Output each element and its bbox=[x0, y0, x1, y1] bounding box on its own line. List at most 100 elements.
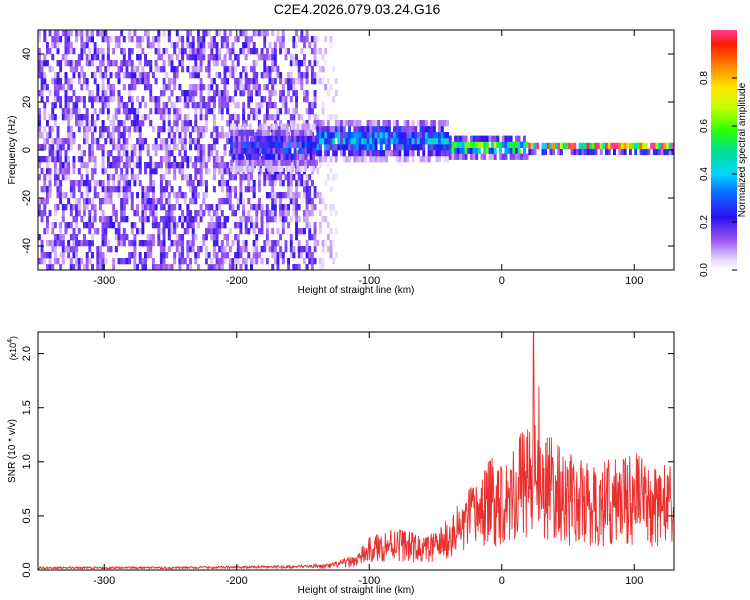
spectrogram-cell bbox=[64, 246, 68, 253]
spectrogram-cell bbox=[281, 84, 285, 91]
spectrogram-cell bbox=[130, 156, 134, 163]
spectrogram-cell bbox=[96, 138, 100, 145]
spectrogram-cell bbox=[104, 222, 108, 229]
spectrogram-cell bbox=[459, 135, 463, 142]
spectrogram-cell bbox=[326, 162, 330, 169]
spectrogram-cell bbox=[326, 174, 330, 181]
spectrogram-cell bbox=[292, 78, 296, 85]
spectrogram-cell bbox=[427, 138, 431, 145]
spectrogram-cell bbox=[218, 216, 222, 223]
spectrogram-cell bbox=[265, 114, 269, 121]
spectrogram-cell bbox=[321, 150, 325, 157]
spectrogram-cell bbox=[310, 180, 314, 187]
spectrogram-cell bbox=[83, 210, 86, 217]
spectrogram-cell bbox=[88, 144, 92, 151]
spectrogram-cell bbox=[96, 84, 100, 91]
spectrogram-cell bbox=[287, 186, 290, 193]
spectrogram-cell bbox=[46, 216, 49, 223]
spectrogram-cell bbox=[304, 159, 308, 166]
spectrogram-cell bbox=[303, 216, 306, 223]
spectrogram-cell bbox=[232, 123, 236, 130]
spectrogram-cell bbox=[220, 102, 224, 109]
spectrogram-cell bbox=[199, 126, 203, 133]
spectrogram-cell bbox=[305, 204, 309, 211]
spectrogram-cell bbox=[292, 264, 296, 271]
spectrogram-cell bbox=[374, 150, 378, 157]
spectrogram-cell bbox=[120, 144, 124, 151]
spectrogram-cell bbox=[239, 72, 243, 79]
spectrogram-cell bbox=[186, 120, 190, 127]
spectrogram-cell bbox=[53, 120, 57, 127]
spectrogram-cell bbox=[403, 138, 407, 145]
spectrogram-cell bbox=[75, 60, 79, 67]
spectrogram-x-tick-label: 100 bbox=[625, 275, 643, 287]
spectrogram-cell bbox=[451, 147, 455, 154]
spectrogram-cell bbox=[165, 150, 169, 157]
spectrogram-cell bbox=[334, 174, 338, 181]
spectrogram-cell bbox=[181, 234, 185, 241]
spectrogram-cell bbox=[162, 186, 166, 193]
spectrogram-cell bbox=[416, 144, 420, 151]
spectrogram-cell bbox=[181, 66, 185, 73]
spectrogram-cell bbox=[454, 141, 457, 148]
spectrogram-cell bbox=[125, 144, 129, 151]
spectrogram-cell bbox=[109, 186, 113, 193]
spectrogram-cell bbox=[197, 30, 200, 37]
spectrogram-cell bbox=[435, 138, 439, 145]
spectrogram-cell bbox=[136, 204, 139, 211]
spectrogram-cell bbox=[280, 141, 284, 148]
spectrogram-cell bbox=[189, 96, 192, 103]
spectrogram-cell bbox=[260, 246, 264, 253]
spectrogram-cell bbox=[292, 120, 296, 127]
spectrogram-cell bbox=[48, 30, 52, 37]
spectrogram-cell bbox=[235, 147, 239, 154]
spectrogram-cell bbox=[308, 102, 312, 109]
spectrogram-cell bbox=[53, 138, 57, 145]
spectrogram-cell bbox=[64, 162, 68, 169]
spectrogram-cell bbox=[149, 174, 153, 181]
spectrogram-cell bbox=[671, 148, 675, 156]
spectrogram-cell bbox=[88, 54, 92, 61]
spectrogram-cell bbox=[67, 36, 71, 43]
spectrogram-cell bbox=[432, 150, 436, 157]
spectrogram-cell bbox=[316, 132, 320, 139]
spectrogram-cell bbox=[350, 138, 354, 145]
spectrogram-cell bbox=[93, 228, 97, 235]
spectrogram-cell bbox=[194, 66, 198, 73]
spectrogram-cell bbox=[48, 126, 52, 133]
spectrogram-cell bbox=[231, 48, 235, 55]
spectrogram-cell bbox=[154, 168, 158, 175]
spectrogram-cell bbox=[167, 222, 171, 229]
spectrogram-cell bbox=[83, 138, 86, 145]
spectrogram-cell bbox=[268, 192, 272, 199]
spectrogram-cell bbox=[589, 142, 593, 150]
spectrogram-cell bbox=[181, 54, 185, 61]
spectrogram-cell bbox=[106, 126, 110, 133]
spectrogram-cell bbox=[199, 42, 203, 49]
spectrogram-cell bbox=[295, 54, 298, 61]
spectrogram-cell bbox=[613, 142, 616, 150]
spectrogram-cell bbox=[276, 72, 280, 79]
spectrogram-cell bbox=[419, 120, 423, 127]
spectrogram-cell bbox=[189, 90, 192, 97]
spectrogram-cell bbox=[162, 246, 166, 253]
spectrogram-cell bbox=[205, 108, 208, 115]
spectrogram-cell bbox=[273, 210, 277, 217]
spectrogram-cell bbox=[226, 240, 230, 247]
spectrogram-cell bbox=[144, 240, 147, 247]
spectrogram-cell bbox=[263, 210, 267, 217]
spectrogram-cell bbox=[186, 204, 190, 211]
spectrogram-cell bbox=[154, 138, 158, 145]
spectrogram-cell bbox=[130, 222, 134, 229]
spectrogram-cell bbox=[501, 135, 505, 142]
spectrogram-cell bbox=[236, 54, 240, 61]
spectrogram-cell bbox=[120, 60, 124, 67]
spectrogram-cell bbox=[215, 72, 219, 79]
spectrogram-cell bbox=[101, 108, 105, 115]
spectrogram-cell bbox=[114, 144, 118, 151]
spectrogram-cell bbox=[432, 144, 436, 151]
spectrogram-cell bbox=[181, 42, 185, 49]
spectrogram-cell bbox=[295, 192, 298, 199]
spectrogram-cell bbox=[440, 126, 444, 133]
